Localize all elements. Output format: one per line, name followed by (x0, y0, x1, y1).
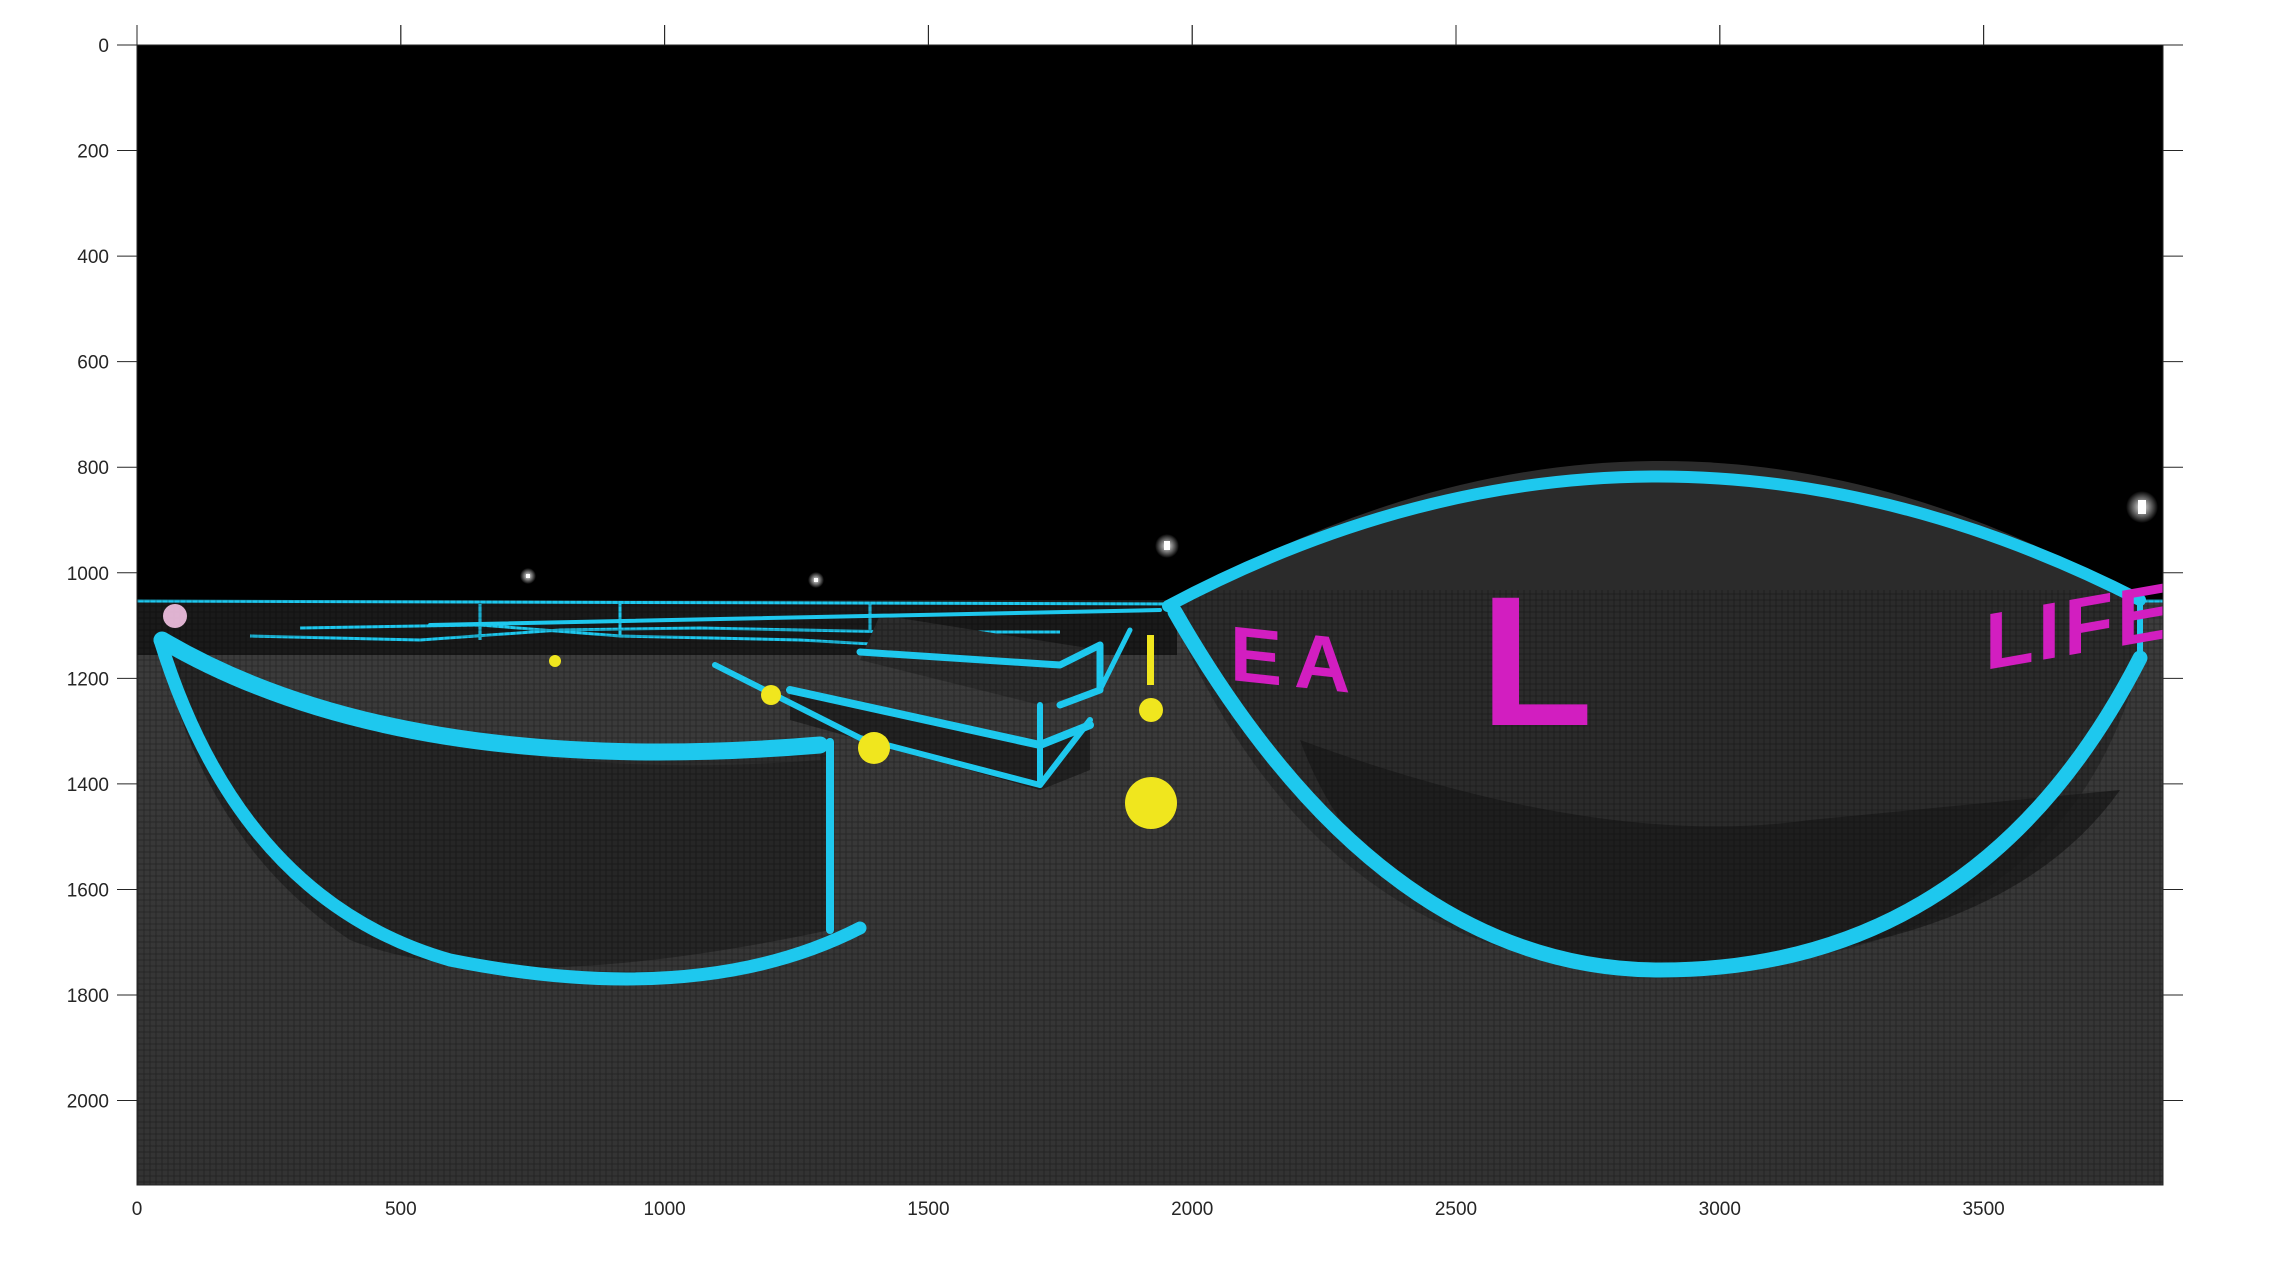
y-tick-label: 1000 (67, 564, 109, 585)
x-tick-label: 3500 (1962, 1199, 2004, 1220)
y-tick-label: 1200 (67, 669, 109, 690)
x-axis: 0 500 1000 1500 2000 2500 3000 3500 (132, 25, 2005, 1220)
lamp (814, 578, 818, 582)
x-tick-label: 3000 (1699, 1199, 1741, 1220)
x-tick-label: 1500 (907, 1199, 949, 1220)
light-orb (858, 732, 890, 764)
x-tick-label: 2500 (1435, 1199, 1477, 1220)
light-post (1147, 635, 1154, 685)
y-tick-label: 0 (98, 36, 109, 57)
x-tick-label: 1000 (643, 1199, 685, 1220)
y-axis: 0 200 400 600 800 1000 1200 1400 1600 1800 2000 (67, 36, 2183, 1113)
panorama-image: EA L LIFE (137, 45, 2163, 1185)
lamp (2138, 500, 2146, 514)
yellow-lights (549, 635, 1177, 829)
light-orb (761, 685, 781, 705)
x-tick-label: 0 (132, 1199, 143, 1220)
light-orb (549, 655, 561, 667)
lamp (1164, 541, 1170, 550)
y-tick-label: 400 (77, 247, 109, 268)
y-tick-label: 1600 (67, 880, 109, 901)
y-tick-label: 1800 (67, 986, 109, 1007)
letter-l: L (1480, 559, 1593, 765)
light-orb (1139, 698, 1163, 722)
letters-ea: EA (1230, 609, 1362, 711)
pink-lamp (163, 604, 187, 628)
y-tick-label: 800 (77, 458, 109, 479)
light-orb (1125, 777, 1177, 829)
lamp (526, 574, 530, 578)
pixel-grid-overlay (137, 590, 2163, 1185)
y-tick-label: 1400 (67, 775, 109, 796)
x-tick-label: 500 (385, 1199, 417, 1220)
y-tick-label: 200 (77, 142, 109, 163)
white-lamps (163, 491, 2158, 628)
x-tick-label: 2000 (1171, 1199, 1213, 1220)
y-tick-label: 2000 (67, 1092, 109, 1113)
y-tick-label: 600 (77, 353, 109, 374)
neon-outlines (153, 470, 2148, 986)
axes-box (136, 44, 2164, 1186)
